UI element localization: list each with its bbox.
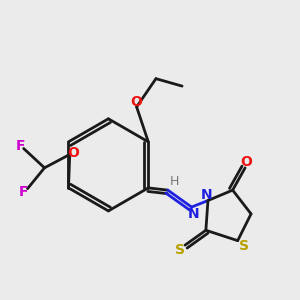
Text: O: O [241,155,253,170]
Text: H: H [170,175,179,188]
Text: F: F [19,184,29,199]
Text: S: S [175,244,185,257]
Text: N: N [187,208,199,221]
Text: F: F [15,139,25,152]
Text: O: O [67,146,79,160]
Text: O: O [131,95,142,110]
Text: S: S [238,239,249,253]
Text: N: N [201,188,212,202]
